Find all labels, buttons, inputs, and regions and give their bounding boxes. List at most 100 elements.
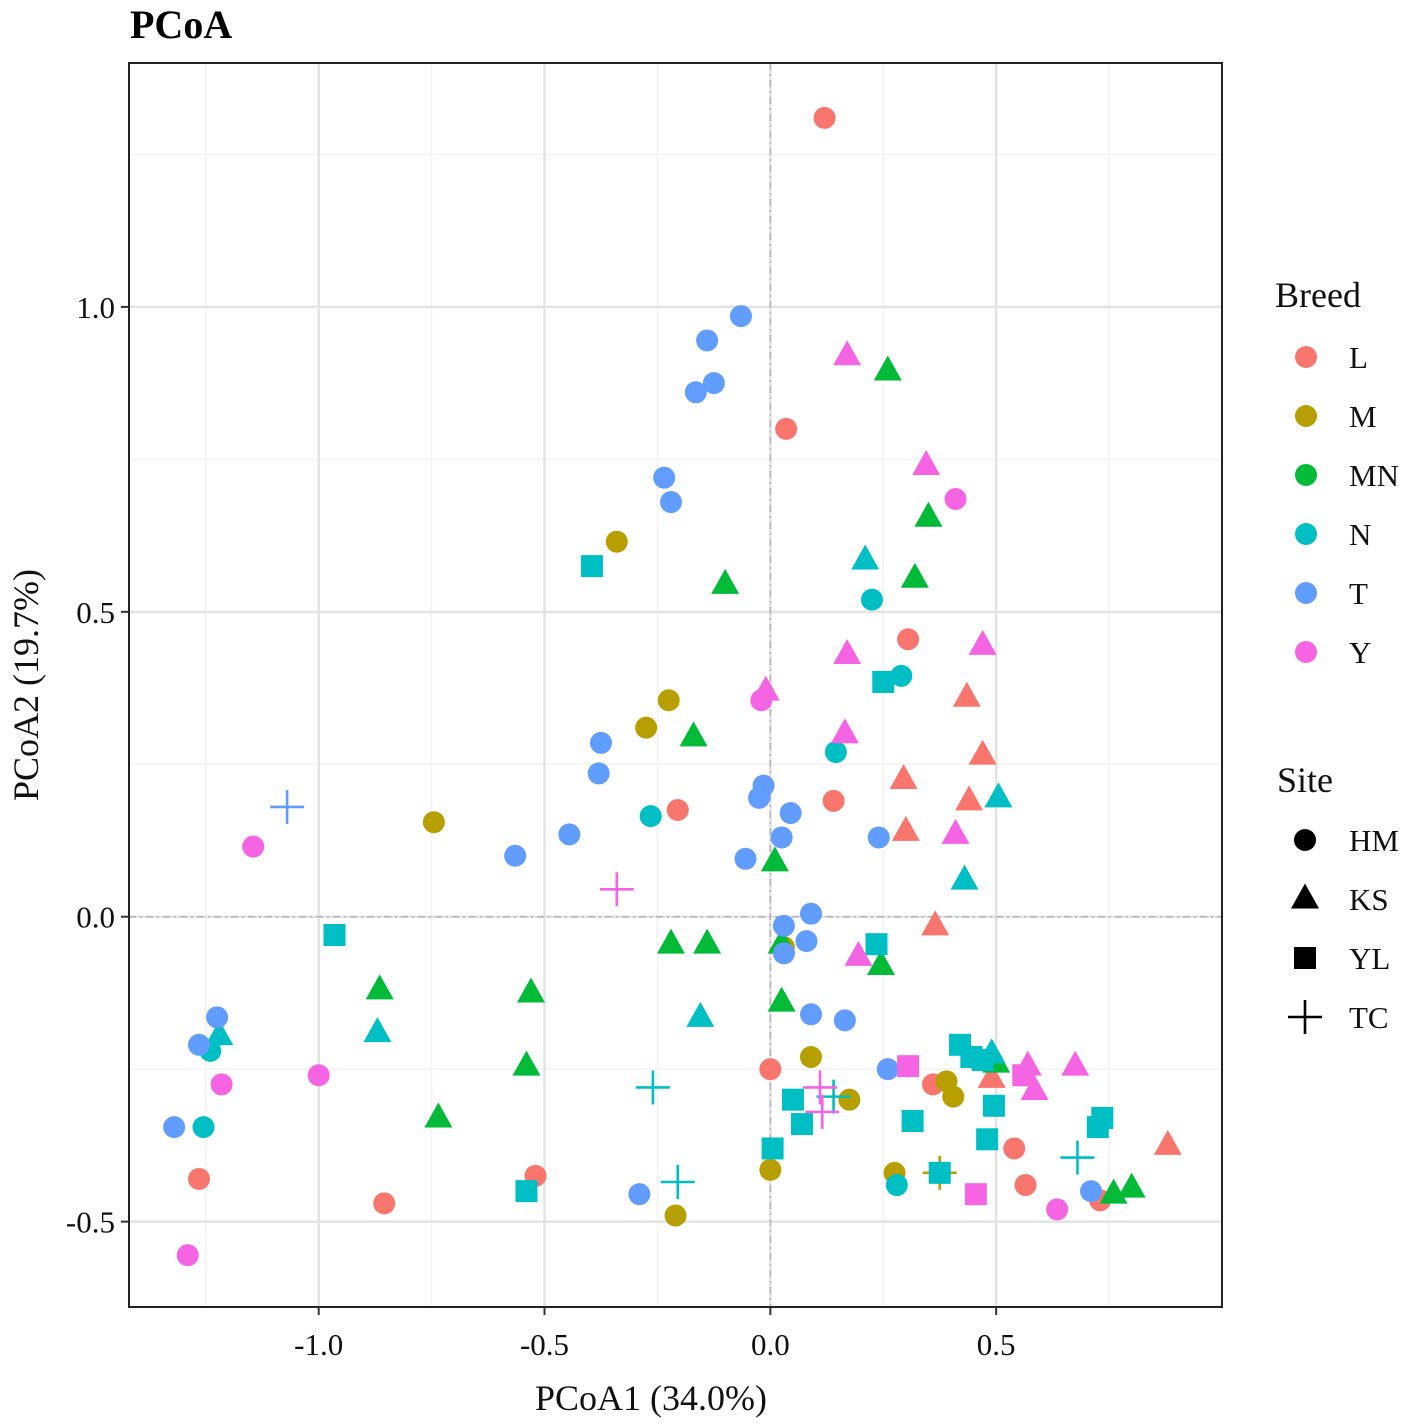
y-axis-label: PCoA2 (19.7%) (6, 569, 46, 801)
legend-breed-label: L (1349, 340, 1368, 375)
point-l-ks (1153, 1129, 1182, 1155)
legend-breed-key (1295, 464, 1317, 486)
point-l-hm (373, 1192, 396, 1215)
legend-breed-key (1295, 582, 1317, 604)
point-mn-ks (914, 501, 943, 527)
legend-breed-key (1295, 346, 1317, 368)
legend-breed-title: Breed (1275, 275, 1361, 315)
point-y-ks (830, 718, 859, 744)
point-t-hm (702, 372, 725, 395)
legend-breed: Breed LM MN NTY (1275, 275, 1399, 670)
point-n-tc (660, 1164, 695, 1199)
point-mn-ks (873, 355, 902, 381)
point-n-hm (824, 741, 847, 764)
legend-breed-key (1295, 405, 1317, 427)
point-t-hm (188, 1033, 211, 1056)
point-m-hm (605, 530, 628, 553)
point-l-ks (921, 910, 950, 936)
point-y-ks (1061, 1050, 1090, 1076)
legend-site: Site HM KS YL TC (1277, 760, 1399, 1035)
point-n-yl (976, 1128, 999, 1151)
point-y-hm (242, 835, 265, 858)
point-m-hm (942, 1085, 965, 1108)
point-m-hm (838, 1088, 861, 1111)
legend-site-label: YL (1349, 941, 1390, 976)
y-tick-label: 0.0 (76, 900, 115, 935)
legend-breed-key (1295, 641, 1317, 663)
legend-site-title: Site (1277, 760, 1333, 800)
legend-site-key (1288, 1000, 1322, 1034)
point-t-hm (795, 930, 818, 953)
point-y-ks (751, 675, 780, 701)
point-n-yl (982, 1094, 1005, 1117)
legend-site-key (1294, 829, 1316, 851)
point-t-hm (770, 826, 793, 849)
point-t-hm (558, 823, 581, 846)
point-n-yl (761, 1137, 784, 1160)
point-l-hm (813, 106, 836, 129)
point-t-hm (653, 466, 676, 489)
point-t-hm (772, 914, 795, 937)
point-n-ks (984, 782, 1013, 808)
x-tick-label: 0.5 (977, 1327, 1016, 1362)
point-y-ks (1020, 1075, 1049, 1101)
point-n-ks (363, 1017, 392, 1043)
point-y-ks (844, 940, 873, 966)
point-l-hm (188, 1167, 211, 1190)
point-t-hm (696, 329, 719, 352)
point-n-yl (865, 933, 888, 956)
point-n-ks (950, 864, 979, 890)
point-y-hm (307, 1064, 330, 1087)
point-y-hm (1046, 1198, 1069, 1221)
point-m-hm (422, 811, 445, 834)
point-m-hm (664, 1204, 687, 1227)
point-n-yl (872, 670, 895, 693)
chart-title: PCoA (130, 2, 232, 47)
point-y-hm (944, 488, 967, 511)
point-n-yl (901, 1110, 924, 1133)
point-l-hm (1014, 1174, 1037, 1197)
point-mn-ks (1117, 1172, 1146, 1198)
point-t-hm (1080, 1180, 1103, 1203)
point-l-hm (1003, 1137, 1026, 1160)
legend-site-label: HM (1349, 823, 1399, 858)
point-n-yl (781, 1088, 804, 1111)
point-y-tc (805, 1094, 840, 1129)
point-y-yl (964, 1183, 987, 1206)
x-tick-label: -1.0 (294, 1327, 343, 1362)
point-n-hm (885, 1174, 908, 1197)
point-l-hm (897, 628, 920, 651)
point-t-hm (779, 802, 802, 825)
point-mn-ks (693, 928, 722, 954)
legend-breed-label: Y (1349, 635, 1371, 670)
plot-panel (129, 63, 1222, 1307)
point-t-hm (833, 1009, 856, 1032)
point-t-hm (163, 1116, 186, 1139)
legend-site-key (1291, 883, 1319, 909)
point-l-ks (889, 764, 918, 790)
point-t-hm (587, 762, 610, 785)
point-t-hm (684, 381, 707, 404)
point-t-tc (270, 789, 305, 824)
point-t-hm (504, 844, 527, 867)
legend-breed-label: M (1349, 399, 1377, 434)
legend-breed-key (1295, 523, 1317, 545)
point-n-hm (639, 805, 662, 828)
point-n-hm (890, 664, 913, 687)
point-y-tc (599, 872, 634, 907)
point-mn-ks (679, 721, 708, 747)
point-t-hm (589, 731, 612, 754)
point-mn-ks (365, 974, 394, 1000)
point-t-hm (867, 826, 890, 849)
point-mn-ks (512, 1050, 541, 1076)
point-y-ks (912, 449, 941, 475)
point-n-yl (971, 1049, 994, 1072)
point-l-ks (952, 681, 981, 707)
point-t-hm (628, 1183, 651, 1206)
point-n-yl (928, 1161, 951, 1184)
point-t-hm (799, 902, 822, 925)
y-axis-ticks: -0.5 0.0 0.5 1.0 (66, 290, 129, 1240)
point-m-hm (799, 1045, 822, 1068)
point-y-ks (833, 639, 862, 665)
